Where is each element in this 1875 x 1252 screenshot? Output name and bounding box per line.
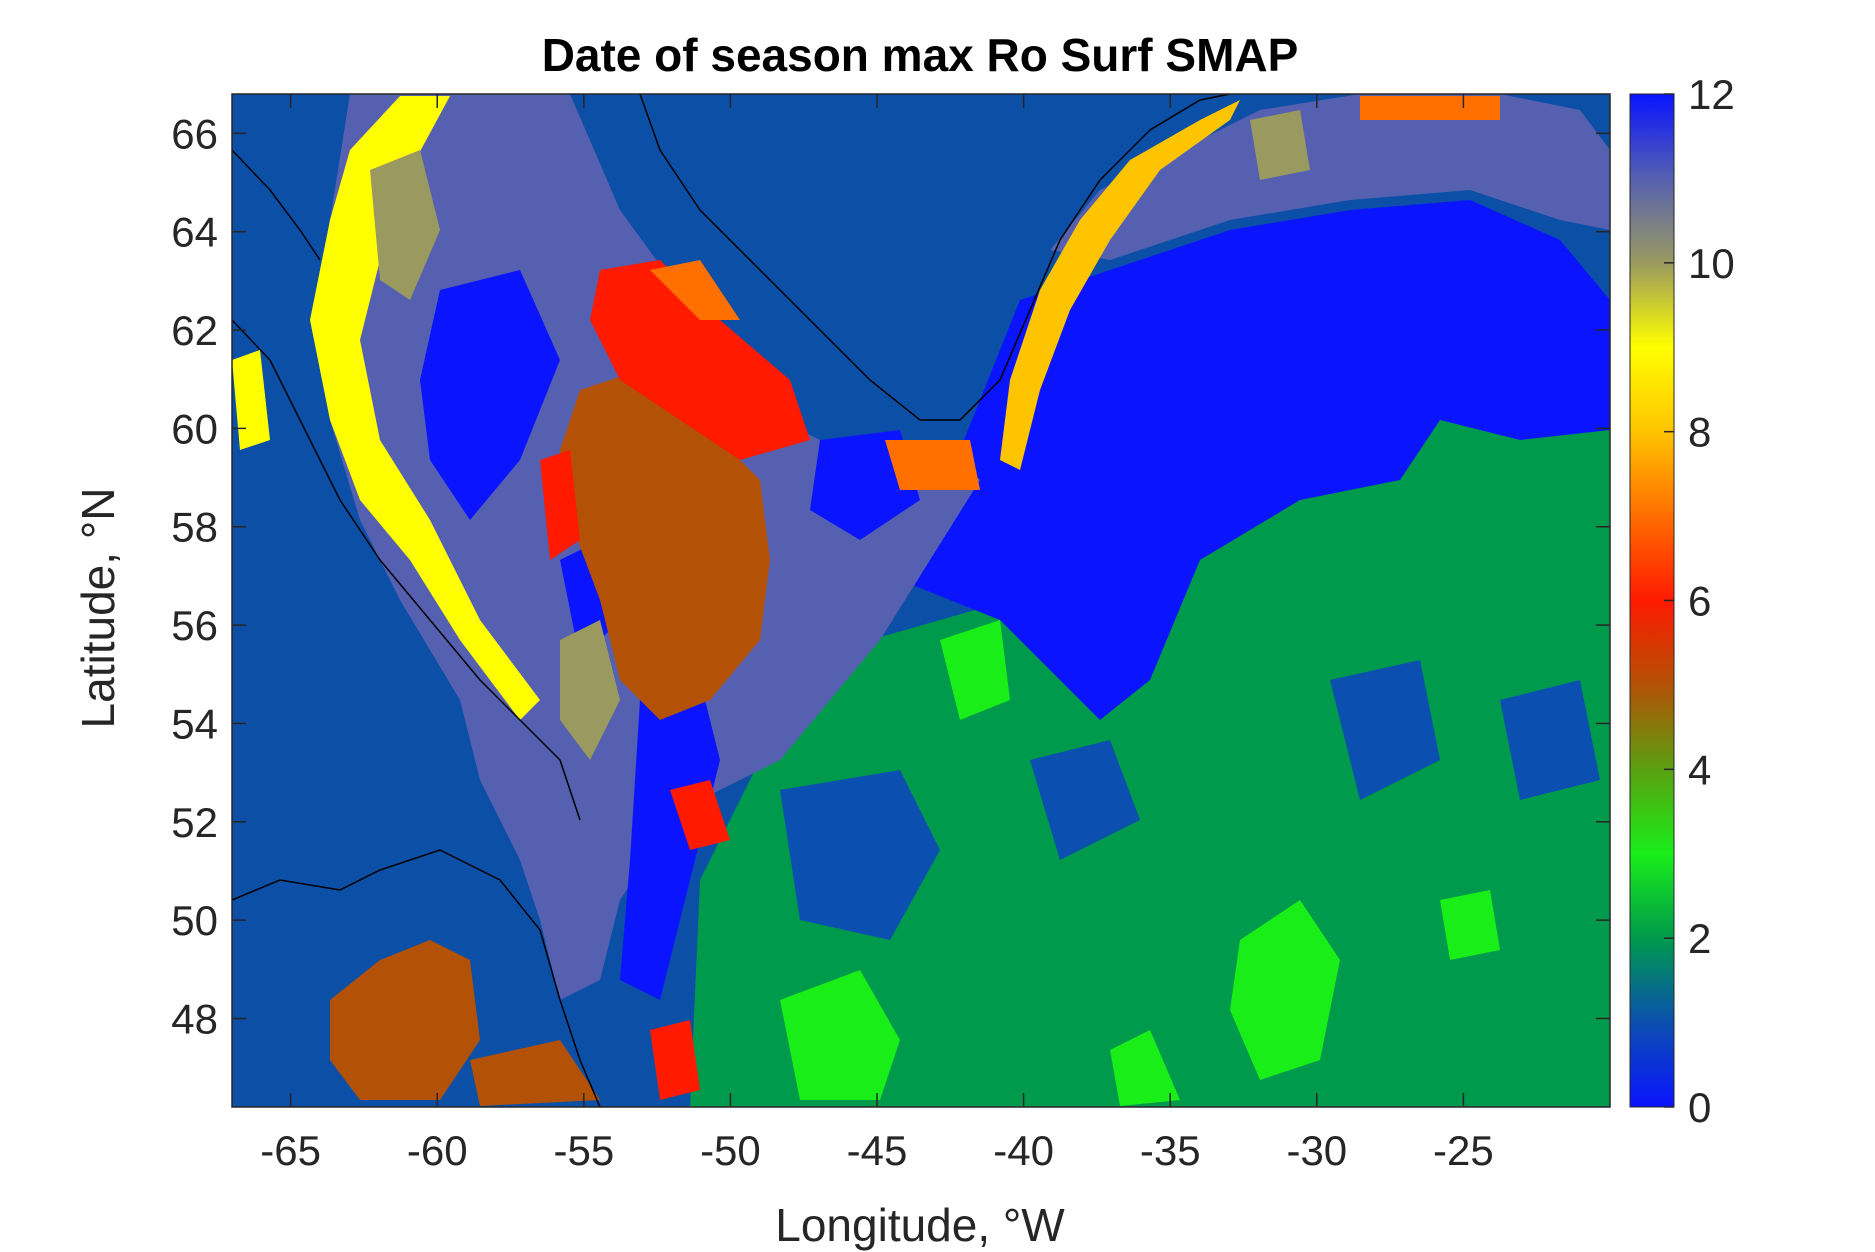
labrador-coastline (232, 319, 581, 821)
y-tick-label: 66 (171, 110, 218, 157)
region-lime-patch (780, 970, 900, 1100)
region-denmark-strait-orange (1360, 96, 1500, 120)
x-tick-label: -35 (1140, 1127, 1201, 1174)
region-darkblue-patch (1030, 740, 1140, 860)
region-north-slate (1050, 94, 1610, 260)
colorbar-tick-label: 10 (1688, 240, 1735, 287)
x-tick-label: -60 (407, 1127, 468, 1174)
region-red-patch (540, 450, 580, 560)
y-tick-label: 58 (171, 504, 218, 551)
region-darkblue-patch (780, 770, 940, 940)
region-lime-patch (940, 620, 1010, 720)
colorbar-tick-label: 0 (1688, 1084, 1711, 1131)
region-darkblue-patch (1500, 680, 1600, 800)
x-tick-label: -40 (993, 1127, 1054, 1174)
region-southwest-brown (330, 940, 480, 1100)
y-tick-label: 62 (171, 307, 218, 354)
y-tick-label: 60 (171, 405, 218, 452)
y-tick-label: 52 (171, 799, 218, 846)
region-orange-patch (885, 440, 980, 490)
coastline-layer (232, 94, 1231, 1107)
region-blue-pocket (420, 270, 560, 520)
region-red-patch (670, 780, 730, 850)
colorbar-tick-label: 2 (1688, 915, 1711, 962)
y-tick-label: 48 (171, 995, 218, 1042)
y-tick-label: 64 (171, 209, 218, 256)
region-yellow-patch (232, 350, 270, 450)
region-lime-patch (1440, 890, 1500, 960)
y-axis-label: Latitude, °N (72, 487, 124, 729)
region-central-brown (560, 370, 770, 720)
colorbar-tick-label: 4 (1688, 746, 1711, 793)
plot-frame (231, 93, 1611, 1108)
region-southwest-brown (470, 1040, 600, 1106)
baffin-coastline (232, 149, 321, 261)
region-khaki-patch (1250, 110, 1310, 180)
region-lime-patch (1230, 900, 1340, 1080)
region-east-greenland-shelf (1000, 100, 1240, 470)
x-axis: -65 -60 -55 -50 -45 -40 -35 -30 -25 (260, 94, 1494, 1174)
region-lime-patch (1110, 1030, 1180, 1106)
colorbar-tick-label: 12 (1688, 71, 1735, 118)
region-labrador-shelf-yellow (310, 96, 540, 720)
newfoundland-coastline (232, 849, 601, 1107)
colorbar-ticks: 0 2 4 6 8 10 12 (1664, 71, 1735, 1131)
x-tick-label: -45 (847, 1127, 908, 1174)
x-tick-label: -65 (260, 1127, 321, 1174)
region-orange-edge (650, 260, 740, 320)
x-tick-label: -25 (1433, 1127, 1494, 1174)
y-tick-label: 54 (171, 700, 218, 747)
y-axis: 66 64 62 60 58 56 54 52 50 48 (171, 110, 1610, 1042)
region-west-greenland-red (590, 260, 810, 460)
map-plot-area (232, 94, 1610, 1107)
region-khaki-patch (370, 150, 440, 300)
x-tick-label: -55 (553, 1127, 614, 1174)
region-east-atlantic (690, 300, 1610, 1107)
x-tick-label: -30 (1286, 1127, 1347, 1174)
colorbar-tick-label: 6 (1688, 578, 1711, 625)
colorbar-tick-label: 8 (1688, 409, 1711, 456)
y-tick-label: 56 (171, 602, 218, 649)
region-red-patch (650, 1020, 700, 1100)
y-tick-label: 50 (171, 897, 218, 944)
greenland-coastline (639, 94, 1231, 421)
region-blue-pocket (620, 680, 720, 1000)
x-axis-label: Longitude, °W (775, 1199, 1065, 1251)
x-tick-label: -50 (700, 1127, 761, 1174)
region-darkblue-patch (1330, 660, 1440, 800)
colorbar: 0 2 4 6 8 10 12 (1629, 71, 1735, 1131)
page-title: Date of season max Ro Surf SMAP (541, 29, 1299, 81)
region-khaki-patch (560, 620, 620, 760)
